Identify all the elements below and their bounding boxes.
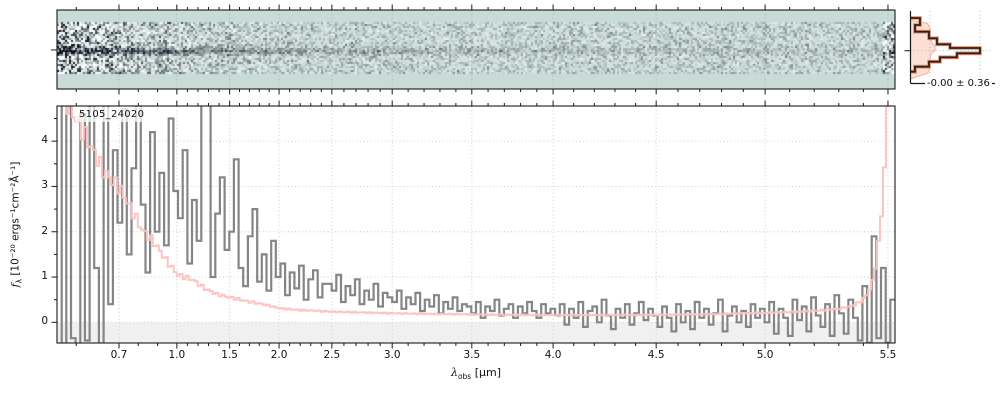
y-units: [10⁻²⁰ ergs⁻¹cm⁻²Å⁻¹] bbox=[9, 161, 22, 280]
x-tick-label-0.7: 0.7 bbox=[110, 348, 128, 361]
lambda-subscript: λ bbox=[14, 279, 24, 284]
obs-subscript: obs bbox=[457, 372, 472, 382]
x-units: [μm] bbox=[471, 366, 502, 379]
uncertainty-spectrum-line bbox=[65, 106, 887, 317]
source-id-label: 5105_24020 bbox=[75, 107, 149, 122]
x-tick-label-2.5: 2.5 bbox=[323, 348, 341, 361]
panel-2d-border bbox=[56, 9, 896, 90]
x-tick-label-5.0: 5.0 bbox=[756, 348, 774, 361]
x-tick-label-3.5: 3.5 bbox=[463, 348, 481, 361]
residual-histogram-line bbox=[910, 17, 981, 73]
panel-main-border bbox=[56, 105, 896, 344]
y-tick-label-3: 3 bbox=[41, 179, 48, 192]
histogram-stat-label: -0.00 ± 0.36 bbox=[925, 78, 992, 89]
x-tick-label-4.5: 4.5 bbox=[647, 348, 665, 361]
y-axis-label: fλ [10⁻²⁰ ergs⁻¹cm⁻²Å⁻¹] bbox=[10, 105, 25, 345]
y-tick-label-0: 0 bbox=[41, 315, 48, 328]
below-zero-shading bbox=[57, 322, 895, 343]
x-tick-label-3.0: 3.0 bbox=[383, 348, 401, 361]
flux-spectrum-line bbox=[60, 106, 895, 343]
x-tick-label-4.0: 4.0 bbox=[544, 348, 562, 361]
y-tick-label-2: 2 bbox=[41, 224, 48, 237]
y-tick-label-4: 4 bbox=[41, 134, 48, 147]
x-tick-label-1.5: 1.5 bbox=[221, 348, 238, 361]
x-tick-label-5.5: 5.5 bbox=[879, 348, 897, 361]
x-tick-label-2.0: 2.0 bbox=[270, 348, 288, 361]
flux-symbol: f bbox=[9, 283, 22, 288]
x-tick-label-1.0: 1.0 bbox=[168, 348, 186, 361]
lambda-symbol: λ bbox=[450, 366, 458, 379]
y-tick-label-1: 1 bbox=[41, 270, 48, 283]
spectrum-2d-image bbox=[57, 10, 895, 89]
x-axis-label: λobs [μm] bbox=[396, 366, 556, 381]
